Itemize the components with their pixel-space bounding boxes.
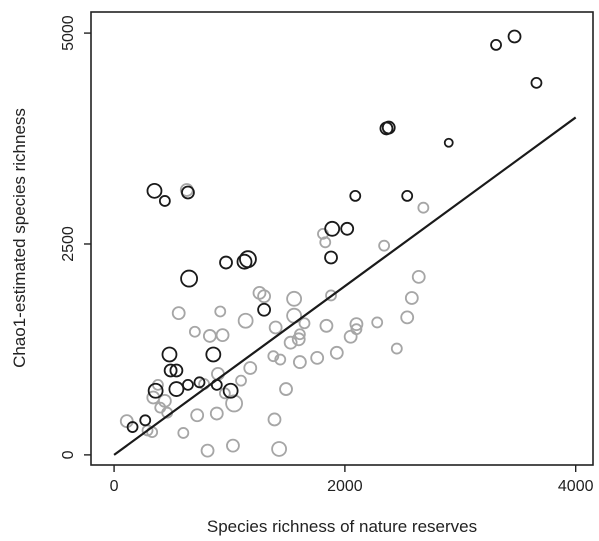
black-point <box>507 29 522 44</box>
black-point <box>147 382 164 399</box>
gray-point <box>257 289 272 304</box>
gray-point <box>226 438 240 453</box>
y-axis: 0 2500 5000 <box>60 15 91 459</box>
gray-point <box>404 291 419 305</box>
gray-point <box>190 408 205 423</box>
gray-point <box>271 441 288 457</box>
gray-point <box>390 342 403 355</box>
gray-point <box>310 350 325 365</box>
gray-point <box>293 328 306 341</box>
plot-area <box>90 11 594 466</box>
gray-point <box>378 239 391 252</box>
black-point <box>324 220 341 237</box>
gray-point <box>119 414 134 429</box>
gray-point <box>267 350 280 363</box>
gray-point <box>325 289 337 302</box>
gray-point <box>286 290 303 307</box>
gray-point <box>343 329 358 344</box>
gray-point <box>283 335 298 350</box>
gray-point <box>237 312 254 329</box>
gray-point <box>411 269 426 284</box>
gray-point <box>350 323 363 336</box>
gray-point <box>319 236 332 249</box>
gray-point <box>274 353 287 366</box>
black-point <box>158 195 171 207</box>
gray-point <box>188 325 201 338</box>
black-point <box>490 38 502 51</box>
x-tick-label: 2000 <box>327 478 363 495</box>
x-tick-label: 0 <box>110 478 119 495</box>
gray-point <box>171 306 186 321</box>
black-point-series <box>126 29 543 433</box>
black-point <box>146 182 163 199</box>
black-point <box>530 76 543 89</box>
black-point <box>139 414 152 427</box>
black-point <box>205 346 222 363</box>
black-point <box>182 378 194 391</box>
black-point <box>401 189 414 202</box>
black-point <box>349 189 362 202</box>
plot-frame <box>90 11 594 466</box>
x-axis: 0 2000 4000 <box>110 465 594 495</box>
black-point <box>168 381 185 397</box>
black-point <box>193 376 206 389</box>
trend-line <box>113 116 577 456</box>
gray-point <box>292 355 307 369</box>
y-tick-label: 2500 <box>60 226 77 262</box>
black-point <box>340 221 355 236</box>
gray-point <box>200 443 215 458</box>
gray-point <box>417 201 430 214</box>
black-point <box>324 250 338 265</box>
black-point <box>381 120 396 135</box>
black-point <box>126 421 139 433</box>
gray-point <box>177 427 190 439</box>
gray-point <box>298 317 311 330</box>
gray-point <box>267 412 282 427</box>
x-tick-label: 4000 <box>558 478 594 495</box>
gray-point <box>214 305 227 318</box>
gray-point <box>235 374 247 387</box>
black-point <box>169 363 184 378</box>
black-point <box>219 255 233 270</box>
gray-point <box>215 328 230 342</box>
gray-point <box>319 318 334 333</box>
gray-point <box>243 361 258 375</box>
black-point <box>180 269 198 288</box>
gray-point <box>225 394 243 413</box>
x-axis-title: Species richness of nature reserves <box>207 517 477 536</box>
black-point <box>443 137 454 148</box>
black-point <box>222 382 239 399</box>
y-tick-label: 0 <box>60 450 77 459</box>
gray-point <box>291 332 306 347</box>
black-point <box>161 346 178 363</box>
gray-point <box>202 329 217 343</box>
gray-point <box>329 345 344 360</box>
gray-point <box>349 317 364 332</box>
black-point <box>181 185 195 200</box>
black-point <box>239 250 257 269</box>
gray-point <box>268 320 283 335</box>
gray-point <box>279 382 293 396</box>
y-axis-title: Chao1-estimated species richness <box>10 108 29 368</box>
black-point <box>163 363 178 378</box>
gray-point <box>400 310 415 325</box>
gray-point <box>209 406 224 421</box>
y-tick-label: 5000 <box>60 15 77 51</box>
gray-point <box>371 316 384 329</box>
black-point <box>236 253 253 270</box>
black-point <box>257 302 272 317</box>
gray-point <box>157 393 172 408</box>
